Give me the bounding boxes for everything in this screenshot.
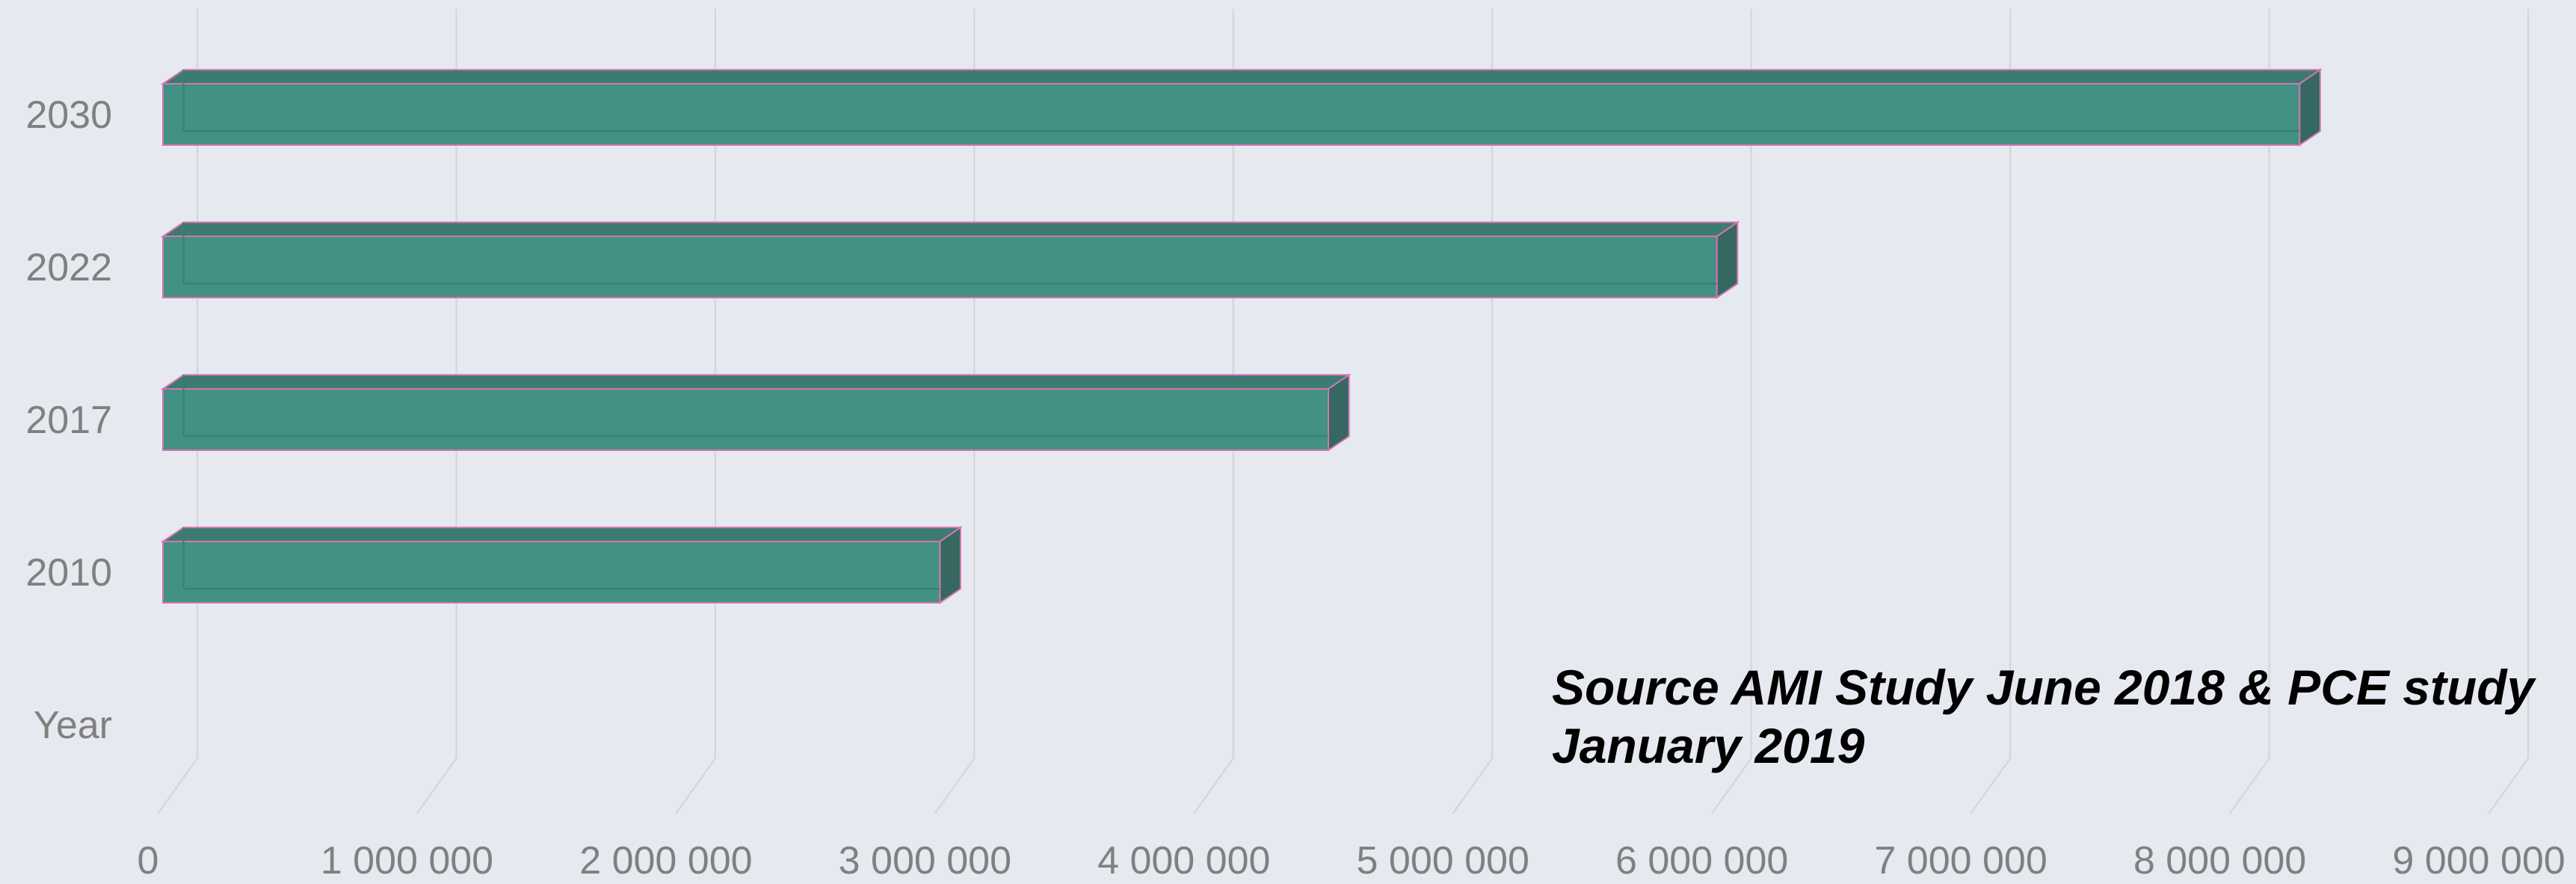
bar-side-face [2299,68,2321,147]
gridline-floor [2488,758,2529,814]
gridline-floor [1193,758,1234,814]
x-tick-label: 6 000 000 [1615,839,1788,880]
gridline-floor [2228,758,2270,814]
gridline-floor [1452,758,1494,814]
bar-side-face [1716,221,1739,299]
gridline-floor [934,758,976,814]
gridline-floor [1970,758,2011,814]
gridline-floor [1710,758,1752,814]
y-tick-label: 2017 [25,399,112,442]
bar-top-face [160,69,2323,85]
source-annotation: Source AMI Study June 2018 & PCE study J… [1552,660,2535,773]
y-axis-title: Year [34,704,112,747]
x-tick-label: 4 000 000 [1097,839,1270,880]
bar-top-face [160,221,1740,237]
bar-side-face [939,526,961,604]
bar [162,388,1329,451]
gridline-floor [416,758,457,814]
bar [162,541,941,604]
x-tick-label: 3 000 000 [839,839,1011,880]
bar-side-face [1328,373,1350,452]
y-tick-label: 2030 [25,93,112,137]
bar [162,236,1718,298]
gridline-floor [675,758,716,814]
y-tick-label: 2010 [25,551,112,595]
x-tick-label: 9 000 000 [2392,839,2565,880]
gridline-floor [157,758,198,814]
x-tick-label: 5 000 000 [1357,839,1529,880]
y-tick-label: 2022 [25,246,112,289]
x-tick-label: 2 000 000 [579,839,752,880]
x-tick-label: 1 000 000 [321,839,493,880]
bar-top-face [160,527,964,542]
x-tick-label: 8 000 000 [2133,839,2306,880]
bar [162,83,2301,146]
x-tick-label: 0 [138,839,159,880]
bar-top-face [160,374,1352,390]
x-tick-label: 7 000 000 [1874,839,2047,880]
